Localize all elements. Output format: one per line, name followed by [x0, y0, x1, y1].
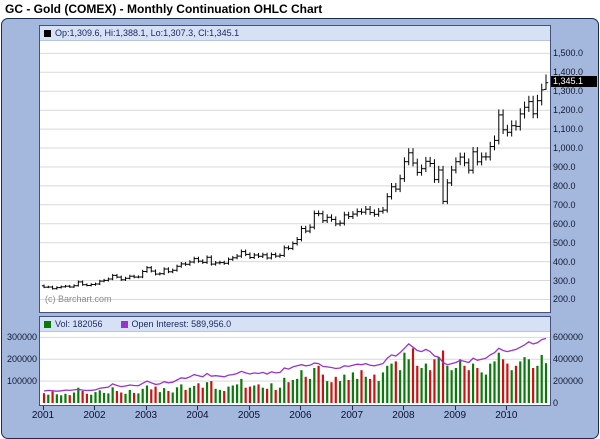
x-axis: 2001 2002 2003 2004 2005 2006 2007 2008 2009 2010	[32, 406, 551, 423]
price-axis-label: 300.0	[553, 275, 576, 286]
year-tick	[351, 406, 353, 410]
year-label: 2003	[134, 410, 158, 421]
volume-axis-label: 200000	[6, 354, 37, 365]
year-tick	[94, 406, 96, 410]
year-tick	[403, 406, 405, 410]
ohlc-marker-icon	[44, 29, 51, 37]
year-label: 2006	[289, 410, 312, 421]
volume-marker-icon	[44, 320, 51, 328]
open-interest-axis-right: 600000 400000 200000 0	[553, 0, 599, 439]
price-legend-strip: Op:1,309.6, Hi:1,388.1, Lo:1,307.3, Cl:1…	[40, 26, 550, 41]
open-interest-axis-label: 200000	[553, 376, 584, 387]
year-label: 2010	[495, 410, 518, 421]
year-tick	[43, 406, 44, 410]
price-axis-label: 1,400.0	[553, 67, 584, 78]
volume-legend-strip: Vol: 182056 Open Interest: 589,956.0	[40, 317, 550, 332]
price-axis-label: 600.0	[553, 218, 576, 229]
volume-chart: Vol: 182056 Open Interest: 589,956.0	[39, 316, 551, 406]
price-axis-label: 700.0	[553, 199, 576, 210]
open-interest-axis-label: 0	[553, 398, 559, 408]
year-tick	[248, 406, 250, 410]
price-axis-label: 1,300.0	[553, 86, 584, 97]
year-label: 2008	[392, 410, 415, 421]
volume-legend-text: Vol: 182056	[55, 319, 103, 329]
price-chart: Op:1,309.6, Hi:1,388.1, Lo:1,307.3, Cl:1…	[39, 25, 551, 313]
open-interest-axis-label: 400000	[553, 354, 584, 365]
year-tick	[454, 406, 456, 410]
open-interest-axis-label: 600000	[553, 332, 584, 343]
year-label: 2002	[83, 410, 106, 421]
price-axis-label: 1,200.0	[553, 105, 584, 116]
year-tick	[145, 406, 147, 410]
year-tick	[506, 406, 508, 410]
price-axis: 1,500.0 1,400.0 1,300.0 1,200.0 1,100.0 1,000…	[553, 0, 599, 439]
year-tick	[197, 406, 199, 410]
year-label: 2007	[340, 410, 364, 421]
chart-title: GC - Gold (COMEX) - Monthly Continuation…	[5, 2, 323, 16]
year-tick	[300, 406, 302, 410]
year-label: 2005	[237, 410, 261, 421]
price-axis-label: 200.0	[553, 294, 576, 305]
last-price-badge: 1,345.1	[551, 75, 597, 87]
price-axis-label: 1,000.0	[553, 143, 584, 154]
volume-axis-left: 300000 200000 100000	[2, 0, 37, 439]
price-axis-label: 1,100.0	[553, 124, 584, 135]
price-axis-label: 900.0	[553, 161, 576, 172]
price-axis-label: 400.0	[553, 256, 576, 267]
price-axis-label: 800.0	[553, 180, 576, 191]
year-label: 2004	[186, 410, 209, 421]
ohlc-legend-text: Op:1,309.6, Hi:1,388.1, Lo:1,307.3, Cl:1…	[55, 28, 240, 38]
price-axis-label: 1,500.0	[553, 48, 584, 59]
price-axis-label: 500.0	[553, 237, 576, 248]
year-label: 2009	[443, 410, 467, 421]
open-interest-legend-text: Open Interest: 589,956.0	[131, 319, 232, 329]
open-interest-marker-icon	[120, 320, 128, 328]
volume-axis-label: 100000	[6, 376, 37, 387]
price-plot-area[interactable]	[40, 26, 550, 312]
year-label: 2001	[31, 410, 55, 421]
volume-axis-label: 300000	[6, 332, 37, 343]
barchart-watermark: (c) Barchart.com	[45, 294, 112, 304]
volume-plot-area[interactable]	[40, 317, 550, 405]
